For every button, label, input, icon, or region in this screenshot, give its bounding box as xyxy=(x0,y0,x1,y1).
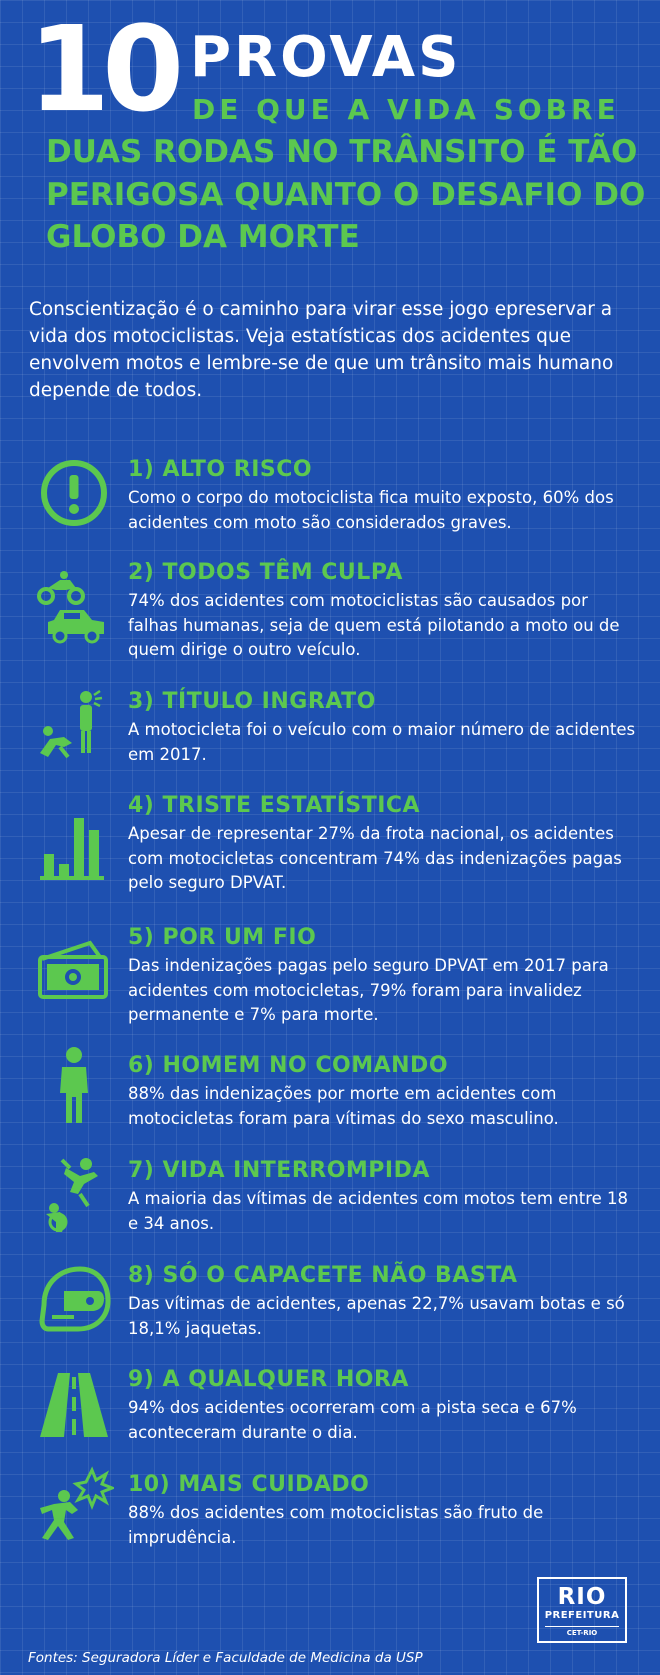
sources-footnote: Fontes: Seguradora Líder e Faculdade de … xyxy=(28,1650,423,1666)
item-text: Das vítimas de acidentes, apenas 22,7% u… xyxy=(128,1294,625,1338)
motorcycle-car-crash-icon xyxy=(34,568,114,648)
item-title: 9) A QUALQUER HORA xyxy=(128,1367,409,1392)
title-line-4: GLOBO DA MORTE xyxy=(46,219,360,255)
collision-person-icon xyxy=(34,1466,114,1546)
item-title: 8) SÓ O CAPACETE NÃO BASTA xyxy=(128,1263,518,1288)
motorcyclist-thrown-icon xyxy=(34,1154,114,1234)
man-icon xyxy=(34,1045,114,1125)
item-text: 94% dos acidentes ocorreram com a pista … xyxy=(128,1398,577,1442)
item-text: 88% das indenizações por morte em aciden… xyxy=(128,1084,559,1128)
item-title: 2) TODOS TÊM CULPA xyxy=(128,560,403,585)
item-title: 7) VIDA INTERROMPIDA xyxy=(128,1158,430,1183)
item-title: 4) TRISTE ESTATÍSTICA xyxy=(128,793,421,818)
title-line-1: DE QUE A VIDA SOBRE xyxy=(192,93,620,126)
item-text: A motocicleta foi o veículo com o maior … xyxy=(128,720,636,764)
fallen-person-icon xyxy=(34,687,114,767)
item-title: 1) ALTO RISCO xyxy=(128,457,313,482)
item-text: Como o corpo do motociclista fica muito … xyxy=(128,488,614,532)
title-word: PROVAS xyxy=(190,25,462,90)
item-text: A maioria das vítimas de acidentes com m… xyxy=(128,1189,629,1233)
big-number: 10 xyxy=(28,0,184,138)
item-title: 3) TÍTULO INGRATO xyxy=(128,689,376,714)
exclamation-circle-icon xyxy=(34,457,114,537)
road-icon xyxy=(34,1365,114,1445)
logo-rio: RIO xyxy=(557,1584,607,1610)
intro-paragraph: Conscientização é o caminho para virar e… xyxy=(29,299,614,401)
item-text: 74% dos acidentes com motociclistas são … xyxy=(128,591,620,659)
item-title: 5) POR UM FIO xyxy=(128,925,317,950)
logo-cet-rio: CET-RIO xyxy=(566,1629,598,1637)
item-title: 6) HOMEM NO COMANDO xyxy=(128,1053,449,1078)
item-text: 88% dos acidentes com motociclistas são … xyxy=(128,1503,544,1547)
rio-prefeitura-logo: RIO PREFEITURA CET-RIO xyxy=(537,1577,627,1643)
bar-chart-icon xyxy=(34,808,114,888)
logo-prefeitura: PREFEITURA xyxy=(544,1610,620,1621)
logo-divider xyxy=(545,1626,619,1627)
money-bills-icon xyxy=(34,935,114,1015)
item-title: 10) MAIS CUIDADO xyxy=(128,1472,370,1497)
title-line-3: PERIGOSA QUANTO O DESAFIO DO xyxy=(46,177,646,213)
item-text: Das indenizações pagas pelo seguro DPVAT… xyxy=(128,956,609,1024)
helmet-icon xyxy=(34,1261,114,1341)
title-line-2: DUAS RODAS NO TRÂNSITO É TÃO xyxy=(46,134,638,170)
item-text: Apesar de representar 27% da frota nacio… xyxy=(128,824,622,892)
